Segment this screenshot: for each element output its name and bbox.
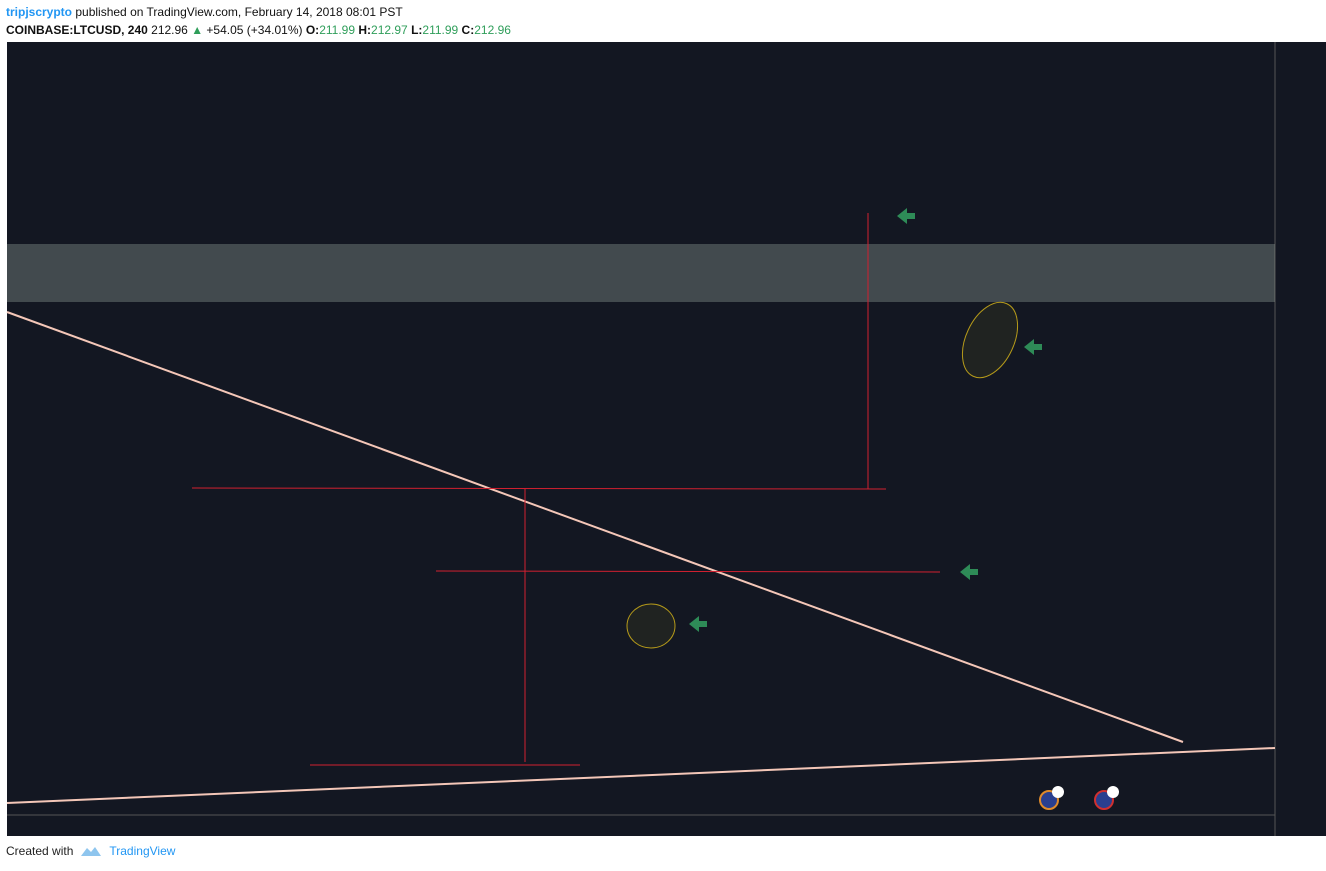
brand[interactable]: TradingView: [109, 844, 176, 858]
neckline: [191, 487, 887, 490]
arrow: [960, 564, 978, 580]
pane: [7, 42, 1275, 836]
c-label: C:: [461, 23, 475, 37]
o-value: 211.99: [319, 23, 355, 37]
neckline: [435, 570, 941, 573]
l-label: L:: [411, 23, 423, 37]
trend-line: [6, 311, 1184, 743]
published: published on TradingView.com, February 1…: [75, 5, 403, 19]
change: +54.05 (+34.01%): [206, 23, 303, 37]
author[interactable]: tripjscrypto: [6, 5, 73, 19]
header: tripjscrypto published on TradingView.co…: [6, 3, 511, 39]
created: Created with: [6, 844, 74, 858]
trend-line: [6, 747, 1276, 804]
badge: [1107, 786, 1119, 798]
l-value: 211.99: [422, 23, 459, 37]
logo: [81, 847, 102, 856]
symbol-line: COINBASE:LTCUSD, 240 212.96 ▲ +54.05 (+3…: [6, 21, 511, 39]
arrow: [897, 208, 915, 224]
symbol: COINBASE:LTCUSD, 240: [6, 23, 148, 37]
target-zone: [7, 244, 1275, 302]
highlight-ellipse: [626, 603, 676, 649]
arrow: [689, 616, 707, 632]
o-label: O:: [305, 23, 320, 37]
chart: [6, 42, 1326, 836]
badge: [1052, 786, 1064, 798]
last: 212.96: [151, 23, 188, 37]
footer: Created with TradingView: [6, 844, 175, 858]
c-value: 212.96: [474, 23, 511, 37]
h-value: 212.97: [371, 23, 408, 37]
price-axis: [1275, 42, 1326, 836]
highlight-ellipse: [961, 301, 1019, 379]
h-label: H:: [358, 23, 372, 37]
arrow: [1024, 339, 1042, 355]
publish-line: tripjscrypto published on TradingView.co…: [6, 3, 511, 21]
up-arrow: ▲: [191, 23, 204, 37]
